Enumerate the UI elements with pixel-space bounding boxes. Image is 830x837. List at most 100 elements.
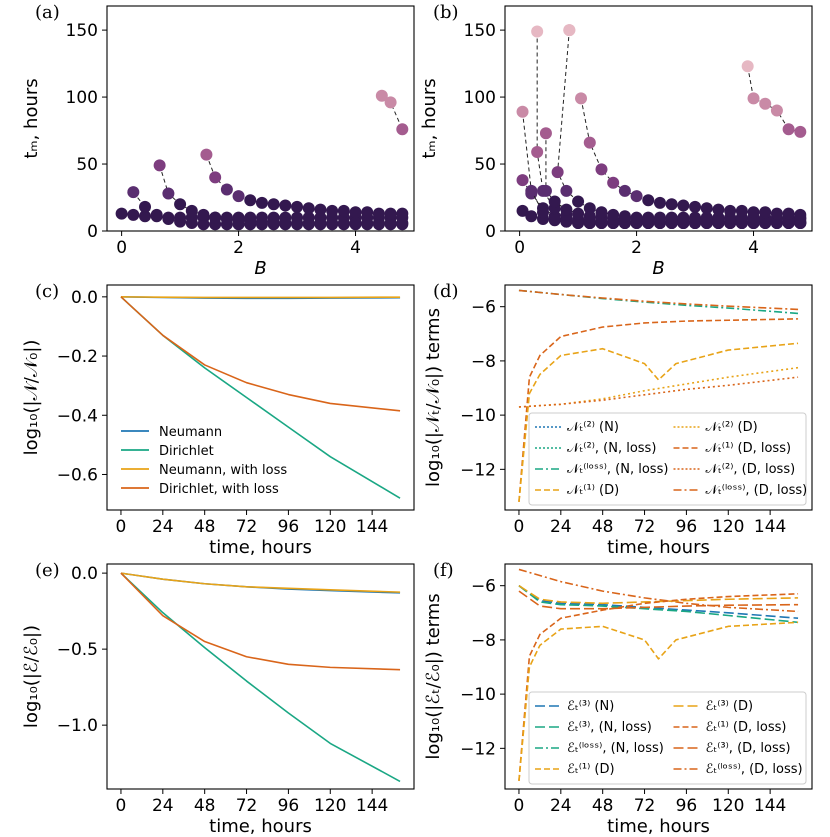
data-point [232, 190, 245, 203]
plot-area [518, 568, 799, 781]
data-point [302, 216, 315, 229]
data-point [794, 125, 807, 138]
data-point [279, 199, 292, 212]
x-tick-label: 72 [236, 517, 258, 537]
legend-box [528, 412, 807, 506]
x-tick-label: 0 [514, 796, 525, 816]
series-connector [536, 31, 801, 223]
panel-f: (f) 0 24 48 72 96 120 144 −6 −8 −10 −12 time, hours l… [423, 560, 813, 837]
data-point [197, 218, 210, 231]
data-point [139, 210, 152, 223]
x-tick-label: 72 [236, 796, 258, 816]
data-point [162, 212, 175, 225]
data-point [575, 92, 588, 105]
x-tick-label: 24 [152, 517, 174, 537]
x-tick-label: 144 [754, 796, 786, 816]
data-point [220, 212, 233, 225]
data-point [595, 163, 608, 176]
x-axis-label: B [652, 258, 664, 279]
data-point [375, 89, 388, 102]
x-tick-label: 0 [514, 238, 525, 258]
y-axis-label: tₘ, hours [419, 78, 440, 158]
x-tick-label: 0 [514, 517, 525, 537]
legend-label: ℰₜ⁽³⁾, (D, loss) [706, 741, 791, 756]
data-point [689, 200, 702, 213]
data-point [572, 207, 585, 220]
panel-b: (b) 0 2 4 0 50 100 150 Btₘ, hours [419, 2, 813, 279]
y-tick-label: 0.0 [71, 288, 98, 308]
data-point [741, 60, 754, 73]
x-tick-label: 24 [152, 796, 174, 816]
legend-label: 𝒩ₜ⁽²⁾, (N, loss) [567, 441, 656, 456]
data-point [200, 148, 213, 161]
y-tick-label: 150 [464, 21, 496, 41]
series-line [518, 342, 799, 502]
y-axis-label: log₁₀(|ℰ/ℰ₀|) [21, 625, 42, 728]
x-tick-label: 96 [676, 517, 698, 537]
data-point [560, 203, 573, 216]
series-line [518, 621, 799, 781]
data-point [197, 208, 210, 221]
data-point [127, 208, 140, 221]
x-tick-label: 24 [550, 517, 572, 537]
y-axis-label: log₁₀(|𝒩ₜ/𝒩₀|) terms [423, 308, 444, 487]
data-point [384, 207, 397, 220]
data-point [630, 211, 643, 224]
legend-label: 𝒩ₜ⁽²⁾ (N) [567, 420, 619, 435]
data-point [127, 186, 140, 199]
x-tick-label: 96 [278, 796, 300, 816]
data-point [583, 136, 596, 149]
y-tick-label: −10 [460, 406, 496, 426]
data-point [537, 206, 550, 219]
data-point [115, 207, 128, 220]
x-tick-label: 96 [278, 517, 300, 537]
data-point [337, 216, 350, 229]
data-point [255, 196, 268, 209]
data-point [174, 215, 187, 228]
plot-area [518, 289, 799, 502]
plot-area [120, 296, 401, 499]
panel-label: (c) [35, 281, 59, 302]
data-point [516, 105, 529, 118]
data-point [314, 203, 327, 216]
series-connector [747, 66, 801, 133]
y-tick-label: −12 [460, 460, 496, 480]
series-line [518, 366, 799, 408]
y-tick-label: −0.2 [57, 347, 98, 367]
series-line [518, 318, 799, 502]
legend-label: 𝒩ₜ⁽¹⁾ (D) [567, 483, 619, 498]
plot-frame [106, 5, 415, 232]
plot-frame [504, 284, 813, 511]
y-tick-label: 100 [66, 88, 98, 108]
data-point [618, 184, 631, 197]
series-line [518, 585, 799, 605]
legend-label: 𝒩ₜ⁽¹⁾ (D, loss) [706, 441, 792, 456]
x-tick-label: 48 [592, 517, 614, 537]
plot-frame [504, 5, 813, 232]
data-point [665, 198, 678, 211]
x-axis-label: time, hours [209, 537, 312, 558]
x-axis-label: time, hours [607, 816, 710, 837]
data-point [516, 174, 529, 187]
series-line [120, 572, 401, 593]
legend-label: Dirichlet [159, 444, 214, 459]
data-point [153, 159, 166, 172]
data-point [642, 194, 655, 207]
data-point [712, 203, 725, 216]
series-line [120, 296, 401, 299]
data-point [372, 216, 385, 229]
data-point [653, 211, 666, 224]
series-line [518, 568, 799, 613]
y-tick-label: 150 [66, 21, 98, 41]
data-point [525, 210, 538, 223]
data-point [665, 211, 678, 224]
x-tick-label: 24 [550, 796, 572, 816]
data-point [139, 200, 152, 213]
x-axis-label: time, hours [209, 816, 312, 837]
panel-a: (a) 0 2 4 0 50 100 150 Btₘ, hours [21, 2, 415, 279]
x-tick-label: 144 [356, 517, 388, 537]
plot-frame [504, 563, 813, 790]
series-connector [580, 98, 801, 216]
legend-label: ℰₜ⁽³⁾ (D) [706, 699, 754, 714]
data-point [531, 145, 544, 158]
